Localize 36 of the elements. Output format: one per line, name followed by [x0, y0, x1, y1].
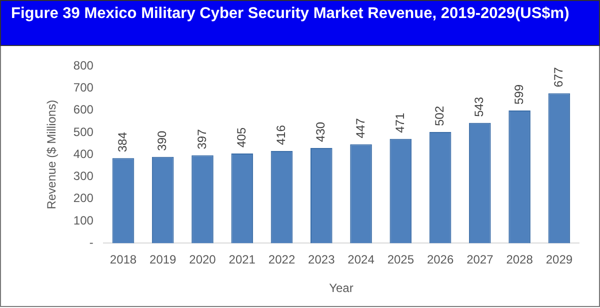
x-tick-label: 2021 [228, 252, 256, 267]
x-tick-label: 2019 [150, 252, 177, 267]
data-label: 543 [472, 96, 486, 117]
y-tick-label: 500 [73, 124, 94, 139]
x-tick-label: 2024 [348, 252, 375, 267]
data-label: 384 [116, 132, 130, 152]
y-tick-label: 300 [73, 169, 94, 184]
data-label: 430 [314, 122, 328, 142]
x-tick-label: 2025 [387, 252, 414, 267]
data-label: 416 [274, 124, 288, 146]
y-tick-label: 400 [73, 146, 94, 161]
data-label: 390 [155, 130, 170, 151]
chart-title: Figure 39 Mexico Military Cyber Security Market Revenue, 2019-2029(US$m) [0, 0, 600, 46]
x-tick-label: 2022 [268, 252, 296, 267]
y-tick-label: 200 [73, 191, 94, 206]
y-tick-label: 800 [73, 58, 94, 72]
x-tick-label: 2029 [546, 252, 573, 267]
x-tick-label: 2018 [110, 252, 137, 267]
y-tick-label: 600 [73, 102, 94, 117]
data-label: 471 [392, 112, 407, 133]
x-tick-label: 2026 [426, 252, 454, 267]
data-label: 677 [551, 66, 566, 88]
data-label: 405 [234, 127, 248, 148]
x-tick-label: 2020 [189, 252, 216, 267]
x-axis-title: Year [329, 281, 354, 296]
data-label: 447 [353, 118, 368, 138]
y-tick-label: 700 [73, 80, 94, 94]
x-tick-label: 2027 [466, 252, 494, 267]
y-tick-label: 100 [73, 213, 94, 228]
x-tick-label: 2023 [308, 252, 336, 267]
x-tick-label: 2028 [506, 252, 534, 267]
data-label: 397 [194, 128, 209, 150]
y-axis-title: Revenue ($ Millions) [44, 100, 59, 210]
data-label: 599 [512, 84, 526, 105]
data-label: 502 [432, 106, 447, 126]
y-tick-label: - [89, 236, 94, 250]
